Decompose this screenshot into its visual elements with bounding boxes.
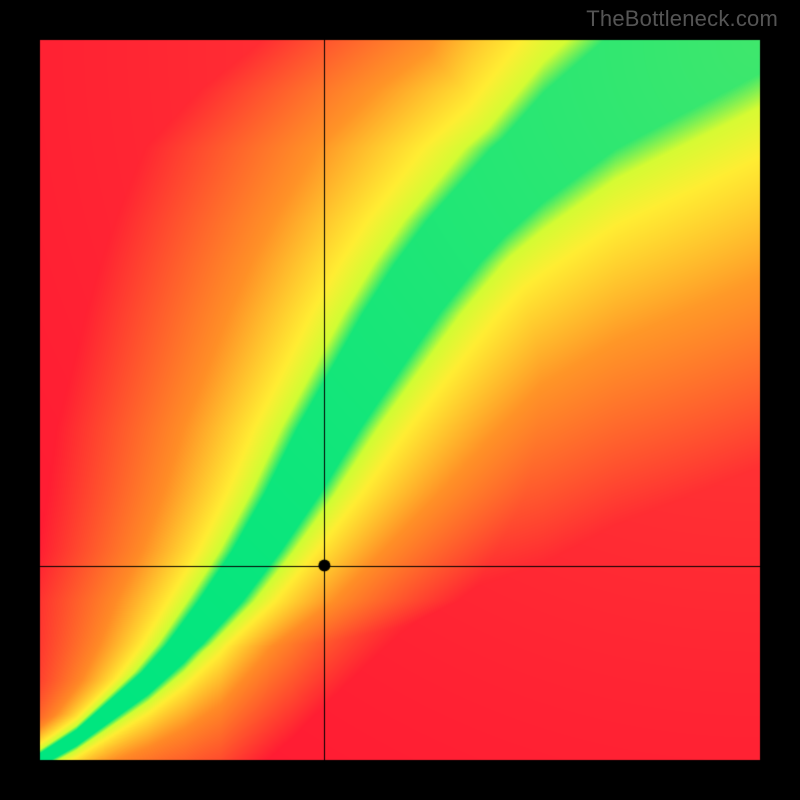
attribution-label: TheBottleneck.com <box>586 6 778 32</box>
chart-container: TheBottleneck.com <box>0 0 800 800</box>
bottleneck-heatmap <box>0 0 800 800</box>
